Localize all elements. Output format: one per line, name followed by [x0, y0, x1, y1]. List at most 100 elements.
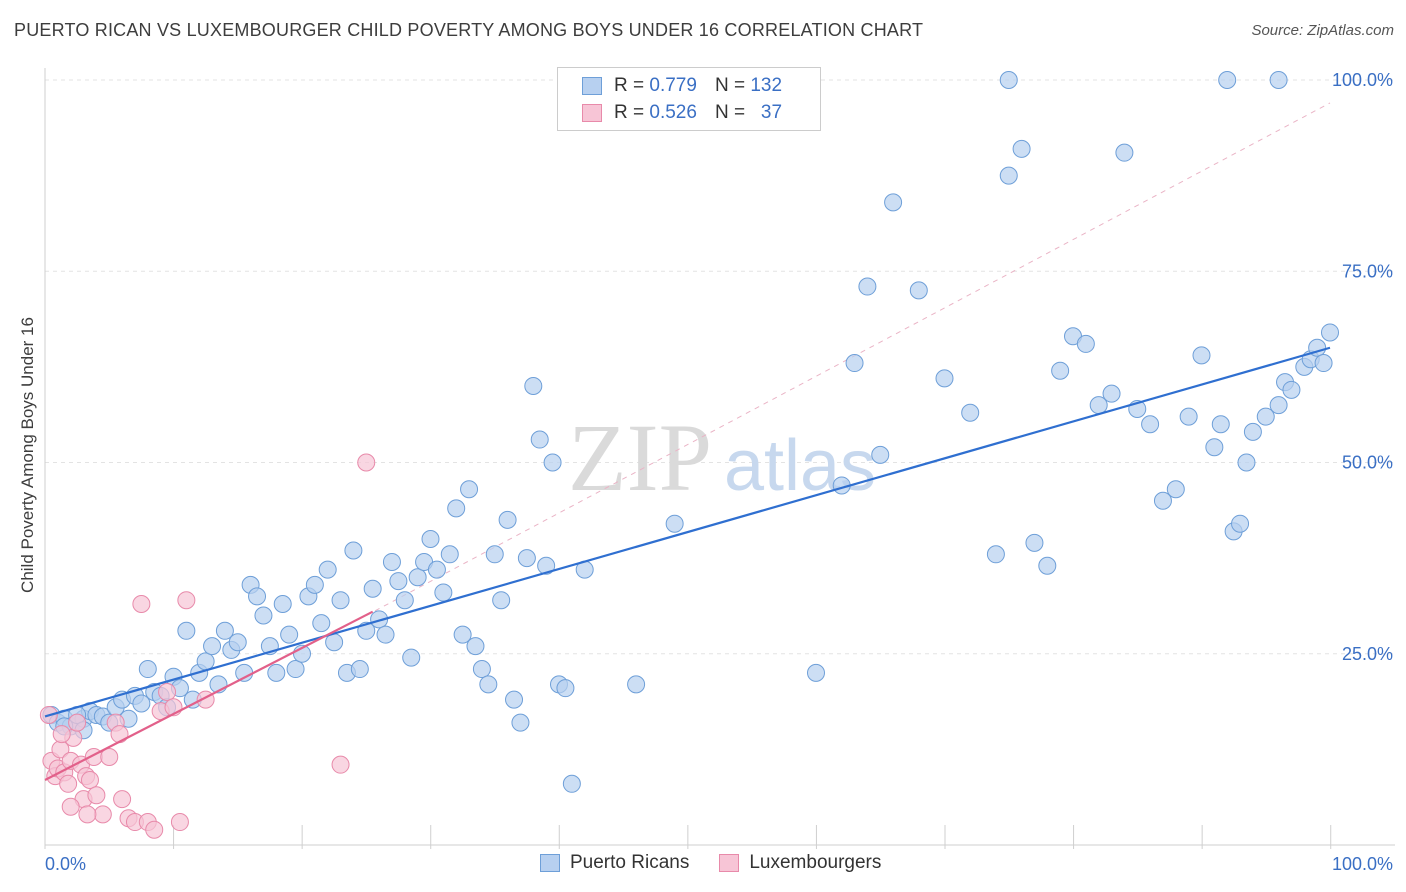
puerto-rican-point [267, 663, 286, 682]
puerto-rican-point [1141, 415, 1160, 434]
luxembourger-point [331, 755, 350, 774]
puerto-rican-point [1205, 438, 1224, 457]
legend-swatch-puerto-ricans [582, 77, 602, 95]
legend-r-label: R = [614, 102, 645, 123]
puerto-rican-point [1269, 71, 1288, 89]
puerto-rican-point [1243, 422, 1262, 441]
y-tick-label: 25.0% [1342, 644, 1393, 664]
luxembourger-point [158, 683, 177, 701]
puerto-rican-point [1038, 556, 1057, 575]
legend-row-luxembourgers: R = 0.526 N = 37 [582, 101, 782, 125]
x-tick-label-right: 100.0% [1332, 854, 1393, 874]
puerto-rican-point [228, 633, 247, 652]
luxembourger-point [78, 805, 97, 824]
puerto-rican-point [986, 545, 1005, 564]
x-tick-label-left: 0.0% [45, 854, 86, 874]
puerto-rican-point [479, 675, 498, 694]
puerto-rican-point [331, 591, 350, 610]
watermark: ZIP atlas [568, 404, 876, 511]
puerto-rican-point [1153, 491, 1172, 510]
puerto-rican-point [485, 545, 504, 564]
puerto-rican-point [1115, 143, 1134, 162]
y-tick-label: 75.0% [1342, 261, 1393, 281]
axes [44, 68, 1395, 849]
puerto-rican-point [286, 660, 305, 679]
luxembourger-point [100, 748, 119, 767]
puerto-rican-point [472, 660, 491, 679]
puerto-rican-point [254, 606, 273, 625]
puerto-rican-point [305, 575, 324, 594]
luxembourger-point [68, 713, 87, 732]
puerto-rican-point [203, 637, 222, 656]
puerto-rican-point [466, 637, 485, 656]
puerto-rican-point [498, 510, 517, 529]
puerto-rican-point [999, 71, 1018, 89]
luxembourger-point [170, 813, 189, 832]
puerto-rican-point [884, 193, 903, 212]
puerto-rican-point [1321, 323, 1339, 342]
puerto-rican-point [440, 545, 459, 564]
puerto-rican-point [389, 572, 408, 591]
puerto-rican-point [382, 552, 401, 571]
puerto-rican-point [627, 675, 646, 694]
source-label: Source: ZipAtlas.com [1251, 22, 1394, 39]
bottom-legend-label: Puerto Ricans [570, 852, 690, 873]
trend-line-luxembourgers [44, 610, 374, 781]
bottom-legend-swatch-puerto-ricans [540, 854, 560, 872]
legend-row-puerto-ricans: R = 0.779 N = 132 [582, 74, 782, 98]
legend-n-label: N = [714, 102, 746, 123]
puerto-rican-point [1102, 384, 1121, 403]
chart-title: PUERTO RICAN VS LUXEMBOURGER CHILD POVER… [14, 20, 924, 40]
luxembourger-point [59, 774, 78, 793]
puerto-rican-point [421, 530, 440, 548]
legend: R = 0.779 N = 132 R = 0.526 N = 37 [557, 67, 821, 131]
reference-line [366, 102, 1331, 616]
luxembourger-point [132, 595, 151, 614]
puerto-rican-point [556, 679, 575, 698]
puerto-rican-point [453, 625, 472, 644]
puerto-rican-point [530, 430, 549, 449]
puerto-rican-point [524, 377, 543, 395]
luxembourger-point [87, 786, 106, 805]
puerto-rican-point [935, 369, 954, 388]
puerto-rican-point [505, 690, 524, 709]
puerto-rican-point [196, 652, 215, 671]
legend-r-value: 0.526 [649, 102, 697, 123]
tick-labels: 25.0% 50.0% 75.0% 100.0% 0.0% 100.0% [45, 70, 1393, 874]
bottom-legend-swatch-luxembourgers [719, 854, 740, 872]
puerto-rican-point [138, 660, 157, 679]
series-luxembourgers [39, 453, 376, 839]
puerto-rican-point [537, 556, 556, 575]
puerto-rican-point [1076, 334, 1095, 353]
legend-r-value: 0.779 [649, 75, 697, 96]
trend-lines [44, 346, 1331, 781]
puerto-rican-point [1025, 533, 1044, 552]
puerto-rican-point [427, 560, 446, 579]
puerto-rican-point [248, 587, 267, 606]
puerto-rican-point [1282, 380, 1301, 399]
puerto-rican-point [807, 663, 825, 682]
puerto-rican-point [562, 774, 581, 793]
puerto-rican-point [665, 514, 684, 533]
puerto-rican-point [1166, 480, 1185, 499]
puerto-rican-point [1192, 346, 1211, 365]
puerto-rican-point [961, 403, 980, 422]
luxembourger-point [357, 453, 376, 472]
puerto-rican-point [1269, 396, 1288, 415]
puerto-rican-point [177, 621, 196, 640]
puerto-rican-point [363, 579, 382, 598]
bottom-legend: Puerto Ricans Luxembourgers [540, 852, 911, 874]
puerto-rican-point [395, 591, 414, 610]
watermark-atlas: atlas [724, 426, 876, 506]
puerto-rican-point [1012, 139, 1031, 158]
puerto-rican-point [871, 445, 890, 464]
puerto-rican-point [460, 480, 479, 499]
bottom-legend-luxembourgers: Luxembourgers [719, 852, 881, 874]
puerto-rican-point [312, 614, 331, 633]
puerto-rican-point [402, 648, 421, 667]
puerto-rican-point [280, 625, 299, 644]
puerto-rican-point [318, 560, 337, 579]
puerto-rican-point [543, 453, 562, 472]
luxembourger-point [93, 805, 112, 824]
